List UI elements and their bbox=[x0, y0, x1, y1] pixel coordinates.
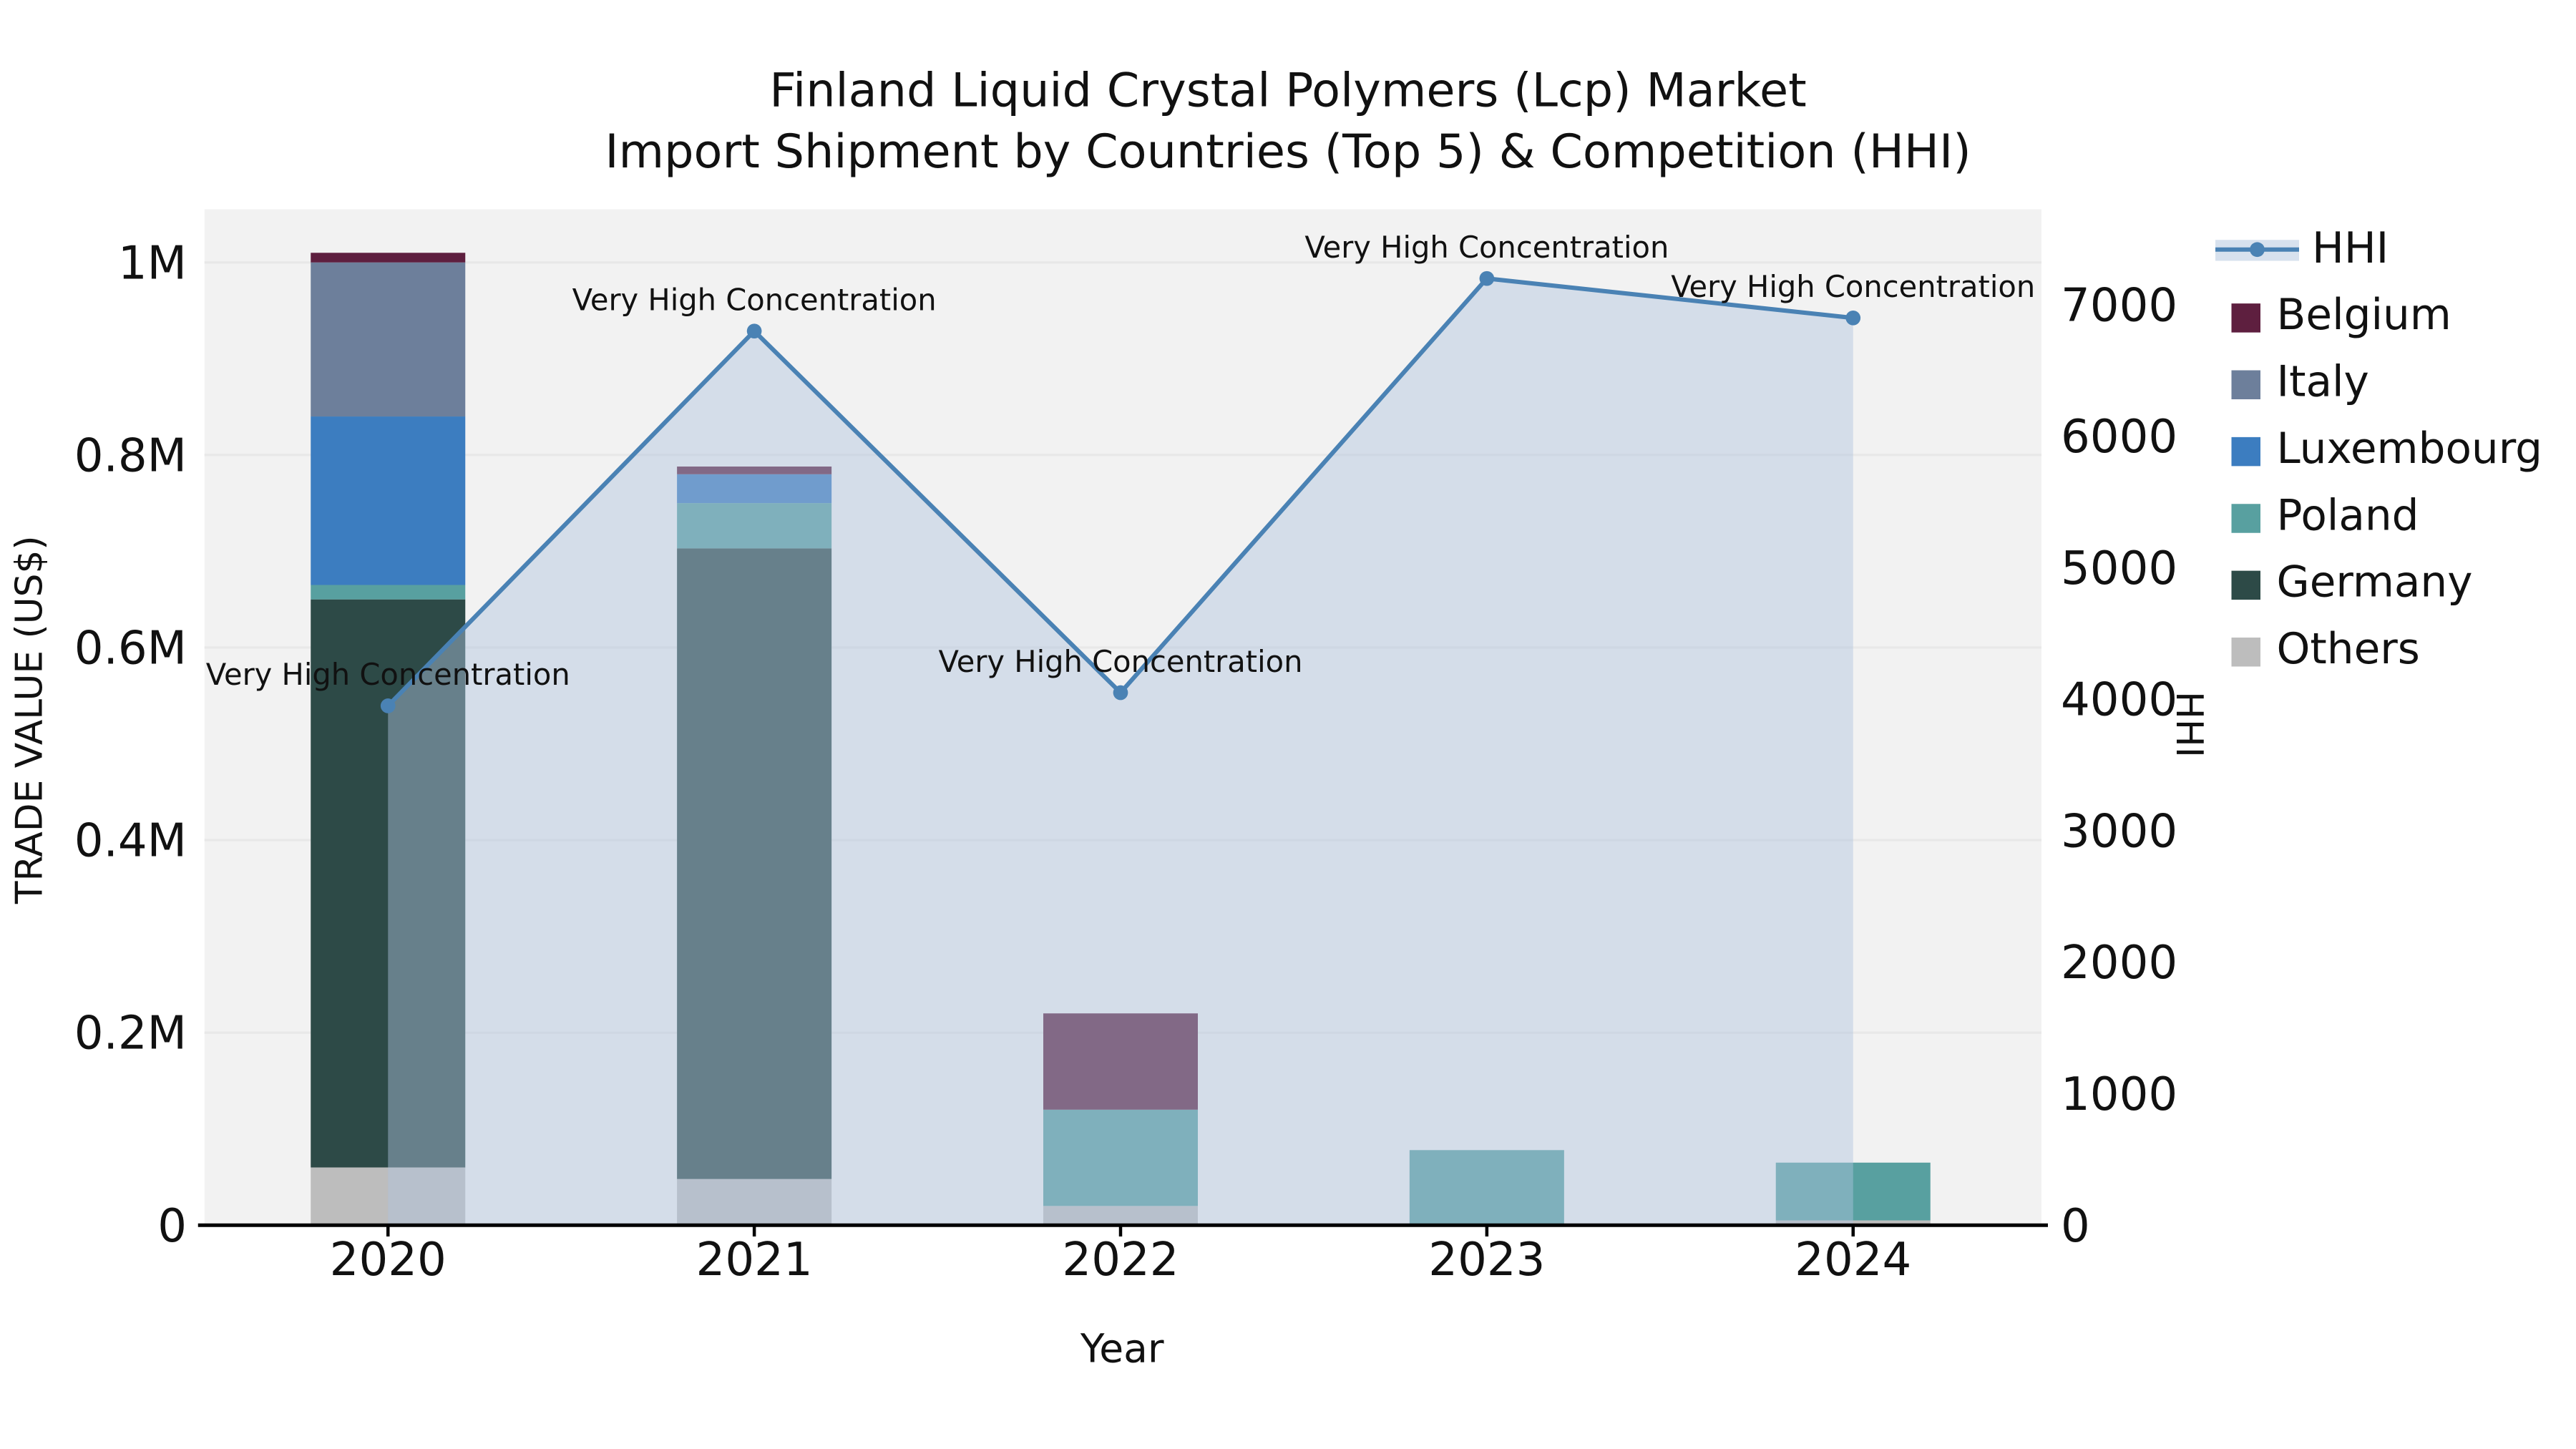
legend-item-hhi: HHI bbox=[2215, 224, 2389, 273]
chart-subtitle: Import Shipment by Countries (Top 5) & C… bbox=[605, 125, 1971, 179]
bar-stacks bbox=[311, 253, 1931, 1226]
hhi-marker-2024 bbox=[1845, 310, 1861, 326]
bar-segment-belgium-2020 bbox=[311, 253, 466, 263]
bar-segment-others-2020 bbox=[311, 1167, 466, 1226]
legend-label-germany: Germany bbox=[2277, 558, 2473, 608]
bar-segment-luxembourg-2020 bbox=[311, 416, 466, 585]
y-right-tick-label: 7000 bbox=[2061, 278, 2177, 332]
bar-segment-luxembourg-2021 bbox=[677, 474, 832, 504]
legend-label-luxembourg: Luxembourg bbox=[2277, 424, 2543, 474]
legend-label-belgium: Belgium bbox=[2277, 291, 2451, 340]
hhi-area-fill bbox=[388, 278, 1853, 1226]
hhi-area-fill-group bbox=[388, 278, 1853, 1226]
bar-segment-poland-2022 bbox=[1043, 1109, 1198, 1206]
x-tick-label-2021: 2021 bbox=[696, 1233, 813, 1287]
annotation-2020: Very High Concentration bbox=[206, 657, 570, 692]
annotation-2022: Very High Concentration bbox=[938, 644, 1302, 679]
y-left-tick-label: 0.6M bbox=[74, 621, 187, 675]
legend-label-poland: Poland bbox=[2277, 491, 2419, 540]
bar-segment-others-2024 bbox=[1775, 1220, 1931, 1226]
bar-segment-italy-2020 bbox=[311, 262, 466, 417]
y-right-tick-label: 5000 bbox=[2061, 542, 2177, 595]
y-left-tick-label: 1M bbox=[118, 236, 187, 290]
y-left-axis-title: TRADE VALUE (US$) bbox=[9, 535, 52, 904]
legend-swatch-belgium bbox=[2231, 303, 2260, 333]
y-left-tick-label: 0.2M bbox=[74, 1007, 187, 1060]
bar-segment-others-2022 bbox=[1043, 1206, 1198, 1226]
hhi-marker-2023 bbox=[1479, 270, 1495, 286]
y-left-tick-label: 0.4M bbox=[74, 814, 187, 868]
y-right-tick-label: 4000 bbox=[2061, 673, 2177, 727]
legend: HHI Belgium Italy Luxembourg Poland Germany Ot… bbox=[2215, 224, 2542, 674]
x-tick-label-2022: 2022 bbox=[1062, 1233, 1179, 1287]
bar-segment-poland-2024 bbox=[1775, 1162, 1931, 1221]
legend-item-italy: Italy bbox=[2231, 358, 2369, 407]
legend-swatch-germany bbox=[2231, 570, 2260, 600]
y-right-tick-label: 1000 bbox=[2061, 1068, 2177, 1121]
hhi-marker-2021 bbox=[746, 323, 762, 339]
y-axis-left: 0 0.2M 0.4M 0.6M 0.8M 1M bbox=[74, 236, 187, 1253]
annotation-2024: Very High Concentration bbox=[1671, 269, 2035, 304]
y-axis-right: 0 1000 2000 3000 4000 5000 6000 7000 bbox=[2061, 278, 2177, 1252]
legend-swatch-others bbox=[2231, 638, 2260, 667]
x-tick-label-2023: 2023 bbox=[1428, 1233, 1545, 1287]
legend-hhi-marker-sample bbox=[2250, 242, 2265, 258]
x-tick-label-2024: 2024 bbox=[1795, 1233, 1911, 1287]
legend-label-hhi: HHI bbox=[2312, 224, 2389, 273]
y-left-tick-label: 0.8M bbox=[74, 429, 187, 482]
y-right-tick-label: 0 bbox=[2061, 1199, 2090, 1253]
legend-swatch-poland bbox=[2231, 504, 2260, 533]
legend-label-others: Others bbox=[2277, 625, 2420, 674]
y-right-axis-title: HHI bbox=[2167, 691, 2210, 758]
legend-item-germany: Germany bbox=[2231, 558, 2473, 608]
legend-item-poland: Poland bbox=[2231, 491, 2419, 540]
gridlines bbox=[204, 261, 2041, 1034]
legend-swatch-luxembourg bbox=[2231, 436, 2260, 467]
x-axis: 2020 2021 2022 2023 2024 bbox=[197, 1223, 2048, 1287]
annotation-2023: Very High Concentration bbox=[1304, 230, 1669, 265]
hhi-line-group bbox=[380, 270, 1861, 713]
y-right-tick-label: 6000 bbox=[2061, 410, 2177, 464]
legend-item-belgium: Belgium bbox=[2231, 291, 2451, 340]
y-left-tick-label: 0 bbox=[157, 1199, 187, 1253]
bar-segment-others-2021 bbox=[677, 1179, 832, 1226]
bar-segment-germany-2020 bbox=[311, 599, 466, 1168]
annotation-2021: Very High Concentration bbox=[572, 282, 937, 317]
hhi-marker-2020 bbox=[380, 698, 396, 713]
y-right-tick-label: 2000 bbox=[2061, 936, 2177, 990]
bar-segment-belgium-2021 bbox=[677, 466, 832, 474]
legend-item-luxembourg: Luxembourg bbox=[2231, 424, 2543, 474]
x-tick-label-2020: 2020 bbox=[330, 1233, 447, 1287]
bar-segment-poland-2020 bbox=[311, 585, 466, 600]
legend-label-italy: Italy bbox=[2277, 358, 2369, 407]
hhi-marker-2022 bbox=[1113, 685, 1128, 701]
legend-swatch-italy bbox=[2231, 370, 2260, 399]
legend-item-others: Others bbox=[2231, 625, 2420, 674]
bar-segment-belgium-2022 bbox=[1043, 1013, 1198, 1110]
bar-segment-poland-2023 bbox=[1409, 1150, 1564, 1226]
bar-segment-germany-2021 bbox=[677, 548, 832, 1179]
y-right-tick-label: 3000 bbox=[2061, 804, 2177, 858]
bar-segment-poland-2021 bbox=[677, 503, 832, 549]
x-axis-title: Year bbox=[1080, 1326, 1164, 1372]
chart-title: Finland Liquid Crystal Polymers (Lcp) Ma… bbox=[769, 64, 1806, 118]
